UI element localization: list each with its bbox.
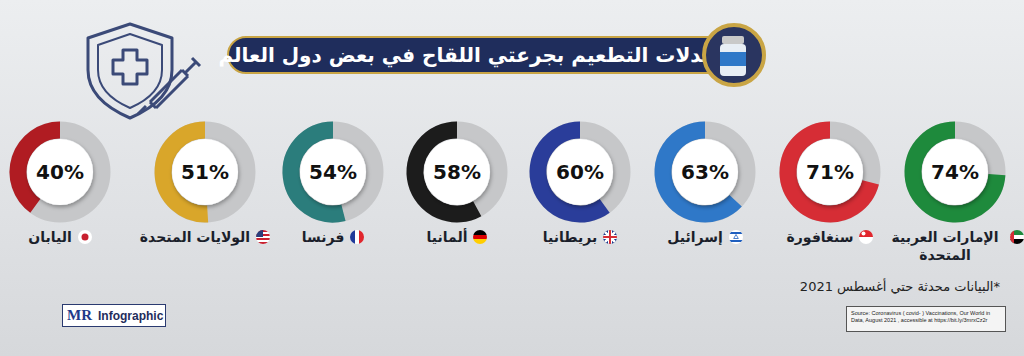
flag [473, 230, 487, 244]
vial-body [720, 44, 746, 76]
data-label: 54% [309, 160, 357, 184]
flag [729, 230, 743, 244]
logo-mark: MR [67, 307, 92, 324]
flag [256, 230, 270, 244]
donut-center [797, 139, 863, 205]
donut-arc [913, 130, 997, 214]
donut-center [424, 139, 490, 205]
donut-track [538, 130, 622, 214]
donut: 51% [163, 130, 247, 214]
vial-cap [722, 36, 744, 44]
country-label: الولايات المتحدة [130, 228, 280, 246]
data-label: 63% [681, 160, 729, 184]
country-label: فرنسا [258, 228, 408, 246]
flag [350, 230, 364, 244]
donut: 71% [788, 130, 872, 214]
donut-center [172, 139, 238, 205]
logo-text: Infographic [98, 309, 163, 323]
category-label: الولايات المتحدة [140, 228, 250, 246]
logo: MR Infographic [62, 304, 166, 327]
data-label: 60% [556, 160, 604, 184]
flag [1010, 230, 1024, 244]
donut-arc [788, 130, 871, 214]
donut-center [547, 139, 613, 205]
data-label: 74% [931, 160, 979, 184]
cross [113, 50, 147, 84]
donut-track [913, 130, 997, 214]
country-label: إسرائيل [630, 228, 780, 246]
donut-track [415, 130, 499, 214]
donut: 63% [663, 130, 747, 214]
donut: 58% [415, 130, 499, 214]
donut-track [163, 130, 247, 214]
data-label: 71% [806, 160, 854, 184]
shield-inner [98, 34, 162, 108]
donut: 74% [913, 130, 997, 214]
country-label: بريطانيا [505, 228, 655, 246]
category-label: فرنسا [302, 228, 345, 246]
vial-badge [704, 25, 764, 85]
footnote: *البيانات محدثة حتي أغسطس 2021 [800, 279, 1000, 294]
category-label: بريطانيا [543, 228, 597, 246]
category-label: إسرائيل [667, 228, 723, 246]
donut-center [300, 139, 366, 205]
source: Source: Coronavirus ( covid- ) Vaccinati… [846, 306, 1006, 332]
donut-center [27, 139, 93, 205]
data-label: 40% [36, 160, 84, 184]
donut: 54% [291, 130, 375, 214]
shield-icon [88, 24, 200, 118]
donut-track [291, 130, 375, 214]
donut-track [788, 130, 872, 214]
country-label: اليابان [0, 228, 135, 246]
donut-center [672, 139, 738, 205]
country-label: سنغافورة [755, 228, 905, 246]
donut: 60% [538, 130, 622, 214]
donut: 40% [18, 130, 102, 214]
category-label: الإمارات العربية المتحدة [886, 228, 1004, 264]
country-label: ألمانيا [382, 228, 532, 246]
flag [78, 230, 92, 244]
country-label: الإمارات العربية المتحدة [880, 228, 1024, 264]
category-label: اليابان [28, 228, 72, 246]
category-label: ألمانيا [427, 228, 468, 246]
syringe [138, 58, 200, 114]
data-label: 51% [181, 160, 229, 184]
title: معدلات التطعيم بجرعتي اللقاح في بعض دول … [218, 43, 725, 68]
donut-track [663, 130, 747, 214]
donut-center [922, 139, 988, 205]
donut-track [18, 130, 102, 214]
category-label: سنغافورة [787, 228, 854, 246]
vial-label [720, 52, 746, 66]
flag [603, 230, 617, 244]
stage: معدلات التطعيم بجرعتي اللقاح في بعض دول … [0, 0, 1024, 356]
data-label: 58% [433, 160, 481, 184]
flag [859, 230, 873, 244]
